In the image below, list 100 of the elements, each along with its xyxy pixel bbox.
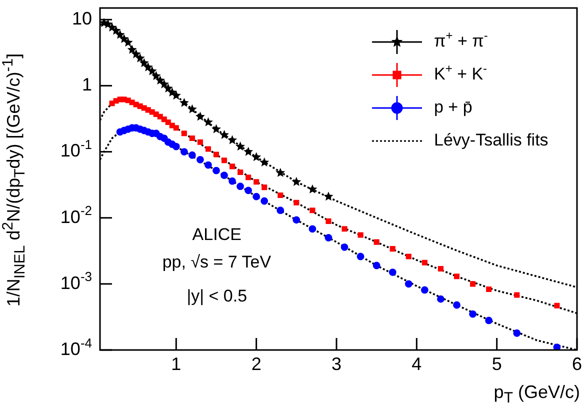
- point: [135, 53, 145, 62]
- point: [324, 234, 332, 242]
- annotation: ALICE: [192, 225, 242, 244]
- point: [236, 142, 246, 151]
- point: [196, 156, 204, 164]
- point: [422, 260, 428, 266]
- point: [276, 206, 284, 214]
- point: [262, 184, 268, 190]
- point: [260, 157, 270, 166]
- point: [438, 266, 444, 272]
- point: [470, 281, 476, 287]
- point: [356, 252, 364, 260]
- legend-label: p + p̄: [434, 98, 472, 117]
- point: [276, 168, 286, 177]
- x-tick-label: 5: [492, 354, 502, 374]
- point: [151, 71, 161, 80]
- point: [197, 139, 203, 145]
- point: [342, 226, 348, 232]
- point: [165, 119, 171, 125]
- point: [292, 216, 300, 224]
- point: [485, 316, 493, 324]
- point: [181, 130, 187, 136]
- point: [230, 164, 236, 170]
- point: [390, 246, 396, 252]
- point: [111, 26, 121, 35]
- point: [260, 197, 268, 205]
- point: [437, 295, 444, 303]
- annotation: pp, √s = 7 TeV: [162, 252, 272, 272]
- x-tick-label: 4: [412, 354, 422, 374]
- point: [469, 310, 476, 318]
- point: [203, 117, 213, 126]
- point: [404, 280, 412, 288]
- point: [204, 161, 212, 169]
- point: [228, 177, 236, 185]
- point: [228, 135, 238, 144]
- point: [163, 83, 173, 92]
- point: [246, 174, 252, 180]
- point: [278, 192, 284, 198]
- x-tick-label: 3: [331, 354, 342, 374]
- legend-label: K+ + K-: [434, 61, 488, 84]
- x-tick-label: 2: [251, 354, 262, 374]
- point: [244, 186, 252, 194]
- point: [205, 146, 211, 152]
- point: [454, 274, 460, 280]
- point: [554, 302, 560, 308]
- point: [308, 184, 318, 194]
- point: [143, 62, 153, 72]
- point: [187, 104, 197, 114]
- point: [252, 192, 260, 200]
- point: [139, 58, 149, 68]
- point: [131, 49, 141, 58]
- point: [212, 166, 220, 174]
- point: [388, 268, 396, 276]
- point: [244, 146, 254, 156]
- point: [374, 239, 380, 245]
- point: [238, 169, 244, 176]
- point: [553, 344, 561, 350]
- point: [171, 90, 181, 100]
- point: [252, 152, 262, 162]
- point: [292, 176, 302, 186]
- point: [220, 172, 228, 180]
- point: [324, 192, 334, 201]
- point: [188, 151, 196, 159]
- point: [159, 79, 169, 88]
- point: [236, 182, 244, 190]
- annotation: |y| < 0.5: [186, 286, 248, 306]
- point: [372, 262, 380, 270]
- point: [486, 286, 492, 292]
- point: [326, 218, 332, 224]
- point: [173, 125, 179, 131]
- point: [115, 30, 125, 39]
- point: [213, 152, 220, 158]
- point: [513, 329, 521, 337]
- point: [310, 208, 316, 214]
- x-axis-title: p$_{T}$ (GeV/c): [494, 382, 580, 407]
- point: [406, 254, 412, 260]
- x-tick-label: 6: [572, 354, 582, 374]
- point: [147, 66, 157, 76]
- point: [220, 130, 230, 139]
- y-tick-label: 10: [72, 8, 92, 29]
- point: [340, 243, 348, 251]
- point: [149, 109, 155, 115]
- point: [123, 38, 133, 47]
- legend-label: Lévy-Tsallis fits: [434, 130, 548, 150]
- point: [420, 286, 428, 294]
- legend-label: π+ + π-: [434, 28, 488, 51]
- point: [189, 136, 195, 142]
- point: [180, 148, 188, 156]
- point: [308, 225, 316, 233]
- y-tick-label: 1: [82, 74, 92, 95]
- point: [195, 112, 205, 121]
- point: [127, 44, 137, 54]
- point: [254, 179, 260, 185]
- point: [294, 200, 300, 206]
- point: [141, 105, 147, 111]
- point: [453, 301, 460, 309]
- point: [179, 98, 189, 107]
- point: [358, 232, 364, 238]
- point: [172, 142, 180, 150]
- point: [211, 124, 221, 134]
